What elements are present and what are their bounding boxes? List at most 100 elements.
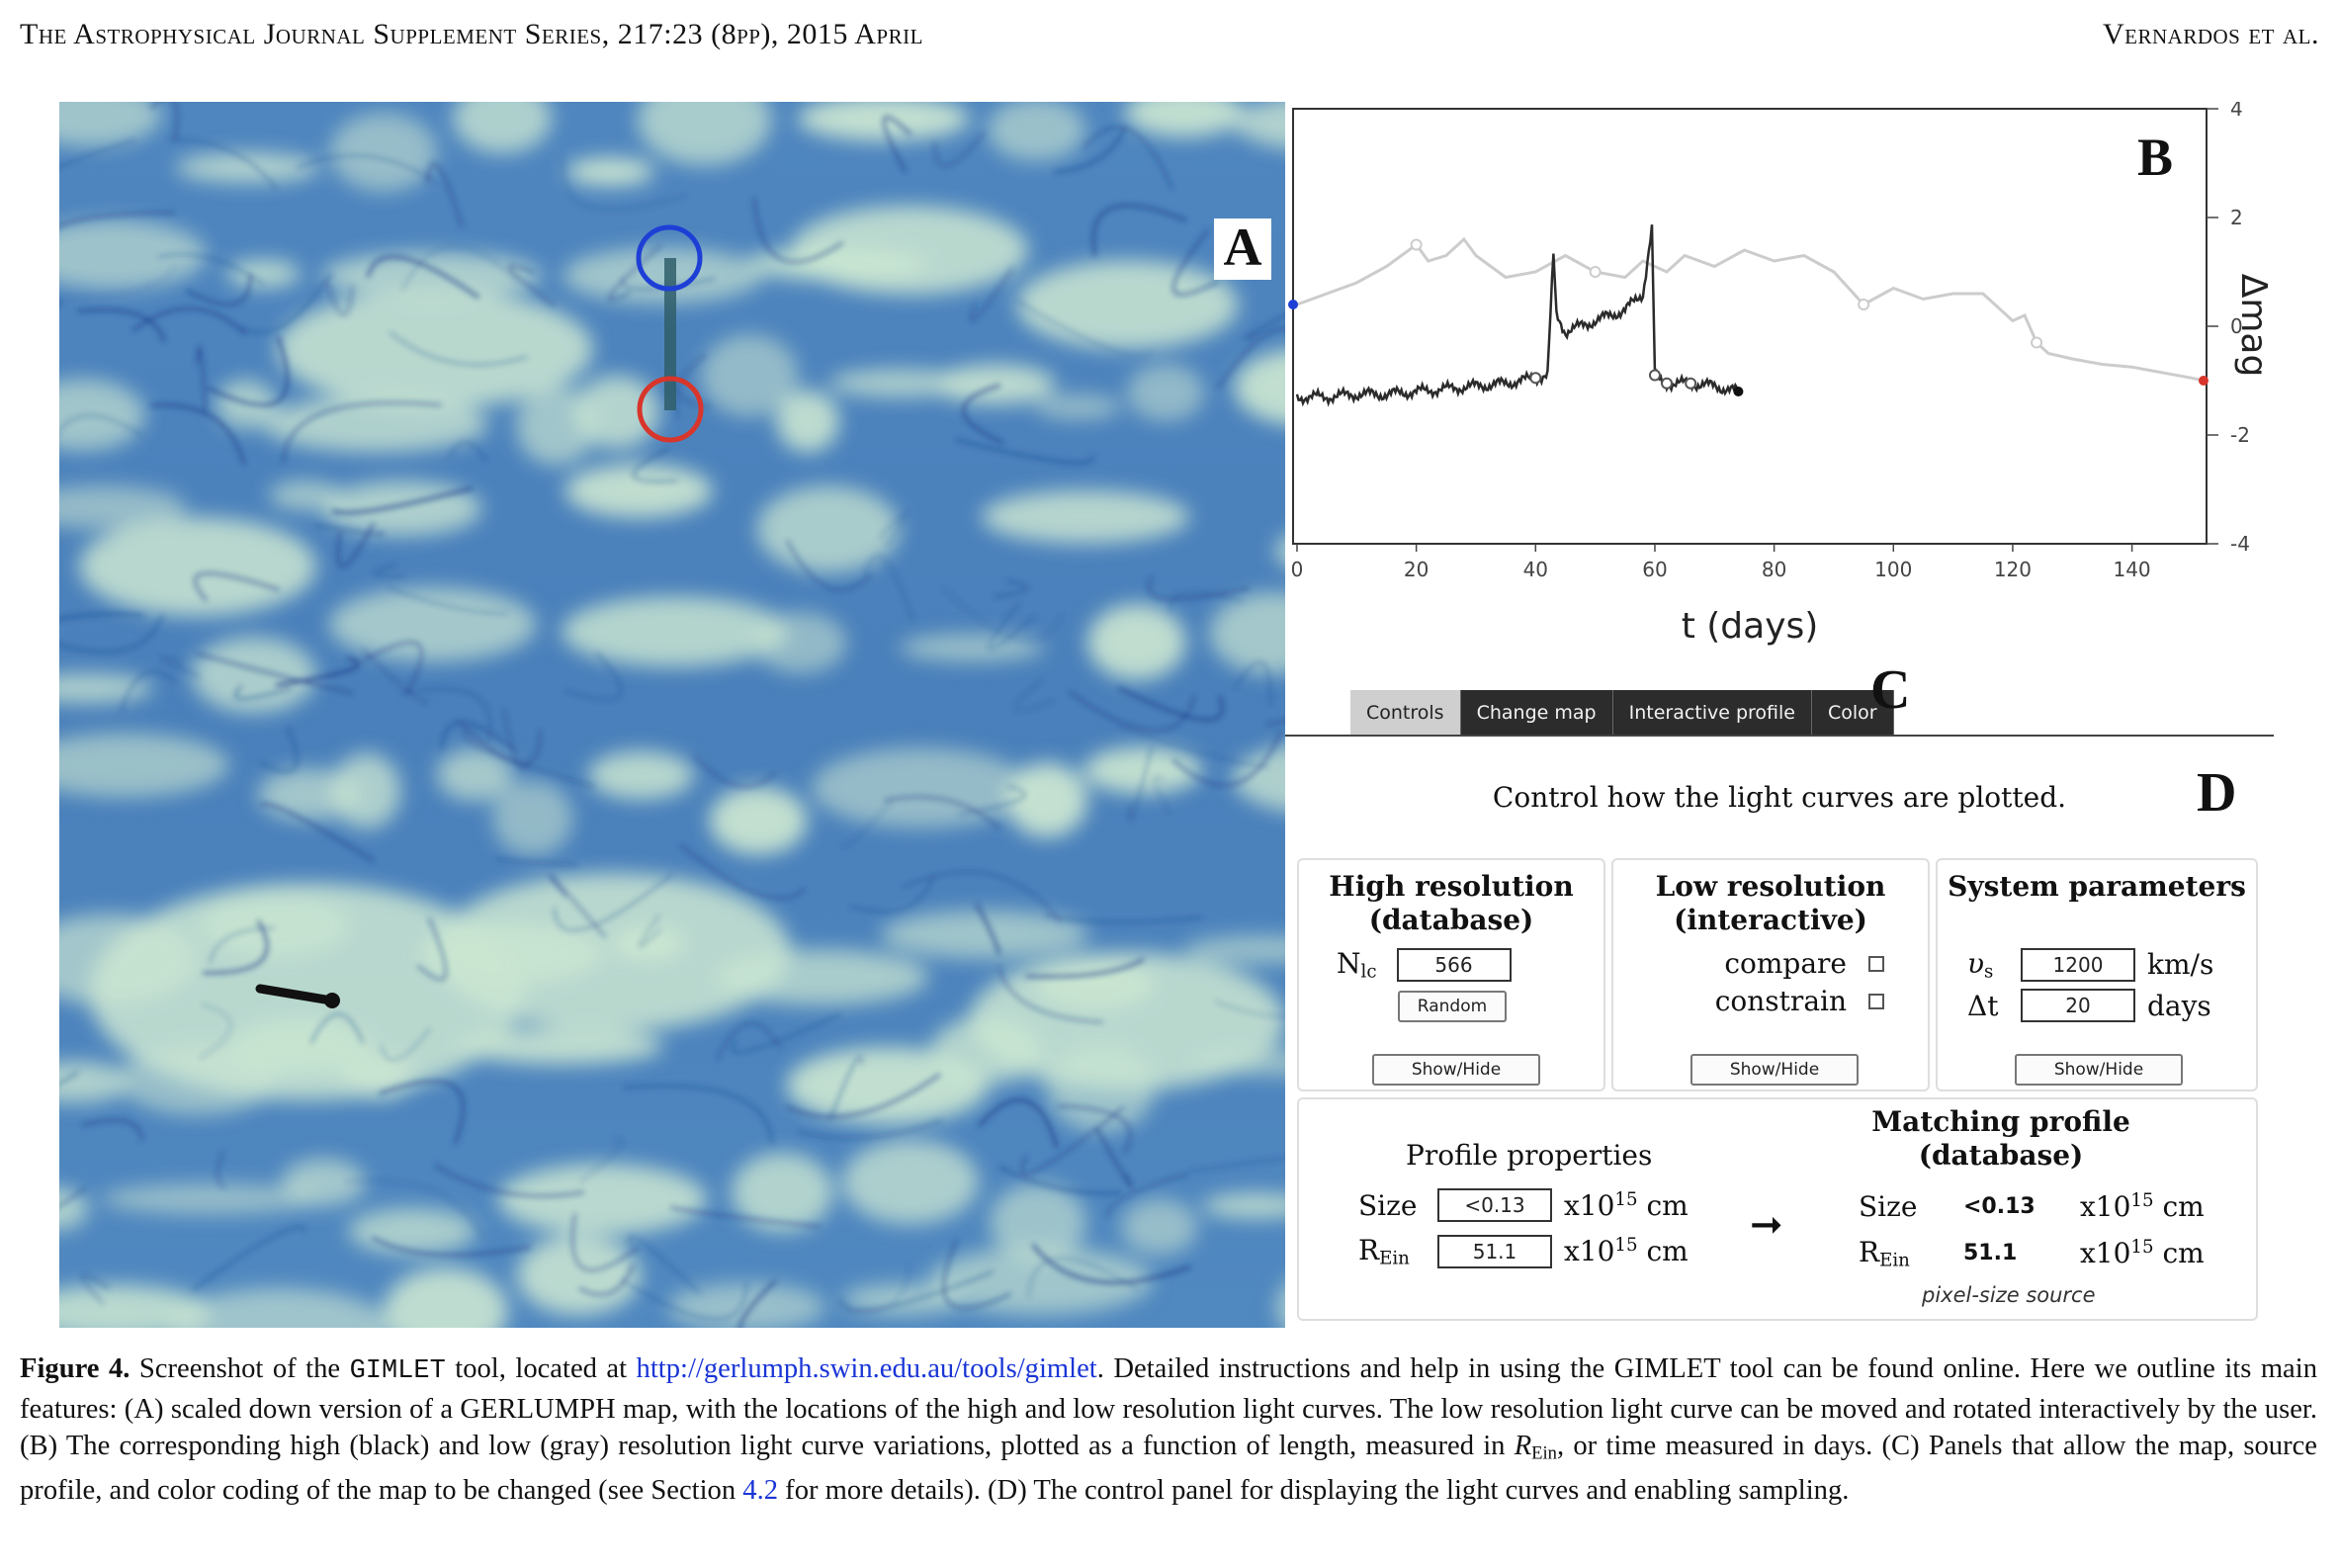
controls-description: Control how the light curves are plotted… [1492,781,2067,814]
caustic-line [955,438,1094,465]
compare-checkbox[interactable] [1868,955,1884,972]
tab-divider [1285,735,2274,737]
low-res-curve [1296,236,2205,383]
panel-label-d: D [2197,762,2237,824]
map-bright-region [59,219,207,290]
map-bright-region [268,480,342,510]
map-canvas[interactable] [59,102,1285,1328]
map-bright-region [936,364,1056,405]
dt-row: Δt 20 days [1967,989,2211,1022]
caustic-line [1083,126,1173,190]
high-res-sample-point [1648,369,1661,382]
map-bright-region [753,612,847,674]
tab-controls[interactable]: Controls [1350,690,1461,736]
caustic-line [325,281,354,316]
vs-row: υs 1200 km/s [1967,947,2213,983]
caustic-line [1057,1104,1132,1154]
caustic-line [970,268,1013,322]
map-bright-region [1274,537,1285,565]
y-tick-label: -2 [2230,423,2250,447]
caustic-line [621,277,716,291]
caustic-line [59,612,144,621]
system-parameters-panel: System parameters υs 1200 km/s Δt 20 day… [1936,858,2258,1091]
caustic-line [903,871,1062,923]
caustic-line [623,1084,774,1144]
high-res-start-marker[interactable] [636,224,703,292]
caustic-line [150,403,246,465]
caustic-line [149,102,179,140]
low-res-track[interactable] [255,984,340,1008]
caustic-line [1188,1157,1285,1173]
matching-size-value: <0.13 [1963,1194,2036,1219]
caustic-line [59,212,175,228]
running-authors: Vernardos et al. [2103,18,2319,50]
map-bright-region [191,636,317,714]
caustic-line [259,802,376,863]
caustic-line [716,1021,782,1061]
constrain-checkbox[interactable] [1868,993,1884,1009]
caustic-line [1128,746,1153,821]
y-tick-label: 0 [2230,314,2243,338]
map-bright-region [1086,603,1186,680]
profile-size-input[interactable]: <0.13 [1437,1188,1552,1222]
map-bright-region [731,1153,833,1232]
x-tick-label: 40 [1523,558,1548,581]
caustic-line [1091,204,1187,257]
matching-profile-title: Matching profile (database) [1871,1105,2130,1172]
caustic-line [82,1118,144,1141]
caustic-line [1054,126,1127,174]
map-bright-region [59,379,145,452]
x-tick-label: 20 [1404,558,1429,581]
tab-interactive-profile[interactable]: Interactive profile [1612,690,1812,736]
map-bright-region [516,1235,641,1316]
vs-label: υs [1967,947,1994,983]
map-bright-region [1234,350,1285,424]
caustic-line [737,1279,777,1328]
low-res-panel: Low resolution (interactive) compare con… [1611,858,1930,1091]
magnification-map[interactable]: A [59,102,1285,1328]
caustic-line [633,448,678,482]
caustic-line [1117,686,1224,722]
caustic-line [207,335,289,406]
profile-rein-input[interactable]: 51.1 [1437,1234,1552,1268]
low-res-rotation-handle[interactable] [324,993,340,1008]
gimlet-url-link[interactable]: http://gerlumph.swin.edu.au/tools/gimlet [636,1353,1097,1384]
caustic-line [580,1138,623,1182]
caustic-line [1154,776,1170,814]
caustic-line [380,1027,431,1061]
high-res-end-marker[interactable] [637,376,704,443]
caustic-line [59,614,165,654]
caustic-line [192,1226,305,1291]
tab-color[interactable]: Color [1812,690,1894,736]
low-res-show-hide-button[interactable]: Show/Hide [1690,1054,1859,1086]
caustic-line [1068,690,1196,733]
caustic-line [1031,1243,1191,1285]
profile-rein-label: REin [1358,1234,1410,1269]
caustic-line [314,524,385,536]
section-link[interactable]: 4.2 [742,1475,779,1507]
map-bright-region [841,1139,980,1225]
caustic-line [639,915,661,947]
system-show-hide-button[interactable]: Show/Hide [2015,1054,2183,1086]
dt-label: Δt [1967,989,1999,1022]
high-res-track[interactable] [636,224,704,443]
low-res-sample-point [2031,336,2043,349]
nlc-input[interactable]: 566 [1396,947,1512,982]
caustic-line [375,564,405,577]
random-button[interactable]: Random [1398,991,1507,1022]
caustic-line [440,720,517,752]
map-bright-region [329,113,438,192]
caustic-line [1015,299,1152,357]
tab-change-map[interactable]: Change map [1460,690,1613,736]
dt-input[interactable]: 20 [2021,989,2135,1022]
caustic-line [850,873,935,913]
map-bright-region [587,750,695,800]
map-bright-region [700,334,799,417]
caustic-line [217,1151,225,1188]
high-res-show-hide-button[interactable]: Show/Hide [1372,1054,1540,1086]
map-bright-region [383,1267,508,1328]
matching-size-row: Size <0.13 x1015 cm [1859,1190,2205,1223]
tool-name: GIMLET [349,1356,446,1386]
vs-input[interactable]: 1200 [2021,947,2135,982]
light-curve-svg: 0 20 40 60 80 100 120 140 420-2-4 t (days) Δmag… [1288,97,2274,647]
